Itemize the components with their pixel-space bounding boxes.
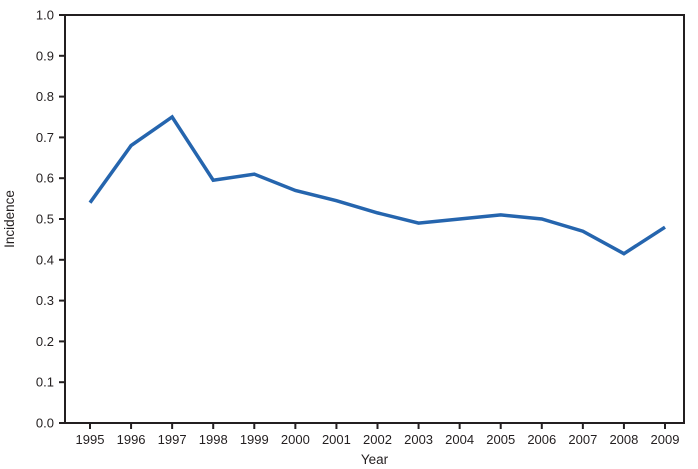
x-tick-label: 1995 <box>76 432 105 447</box>
y-tick-label: 0.7 <box>36 130 54 145</box>
y-tick-label: 0.4 <box>36 252 54 267</box>
y-tick-label: 0.2 <box>36 334 54 349</box>
x-tick-label: 1999 <box>240 432 269 447</box>
x-axis-title: Year <box>361 452 389 467</box>
y-tick-label: 1.0 <box>36 8 54 23</box>
x-tick-label: 2002 <box>363 432 392 447</box>
x-tick-label: 1996 <box>117 432 146 447</box>
x-tick-label: 1997 <box>158 432 187 447</box>
y-tick-label: 0.0 <box>36 416 54 431</box>
x-tick-label: 2001 <box>322 432 351 447</box>
y-tick-label: 0.3 <box>36 293 54 308</box>
x-tick-label: 2000 <box>281 432 310 447</box>
x-tick-label: 1998 <box>199 432 228 447</box>
x-tick-label: 2006 <box>527 432 556 447</box>
x-tick-label: 2007 <box>568 432 597 447</box>
plot-frame <box>64 14 685 424</box>
incidence-series-line <box>88 114 666 256</box>
y-tick-label: 0.5 <box>36 212 54 227</box>
y-tick-label: 0.8 <box>36 89 54 104</box>
y-axis-title: Incidence <box>2 190 17 248</box>
x-tick-label: 2003 <box>404 432 433 447</box>
x-tick-label: 2004 <box>445 432 474 447</box>
y-tick-label: 0.1 <box>36 375 54 390</box>
y-tick-label: 0.6 <box>36 171 54 186</box>
x-tick-label: 2009 <box>651 432 680 447</box>
y-tick-label: 0.9 <box>36 48 54 63</box>
x-tick-label: 2008 <box>609 432 638 447</box>
x-tick-label: 2005 <box>486 432 515 447</box>
